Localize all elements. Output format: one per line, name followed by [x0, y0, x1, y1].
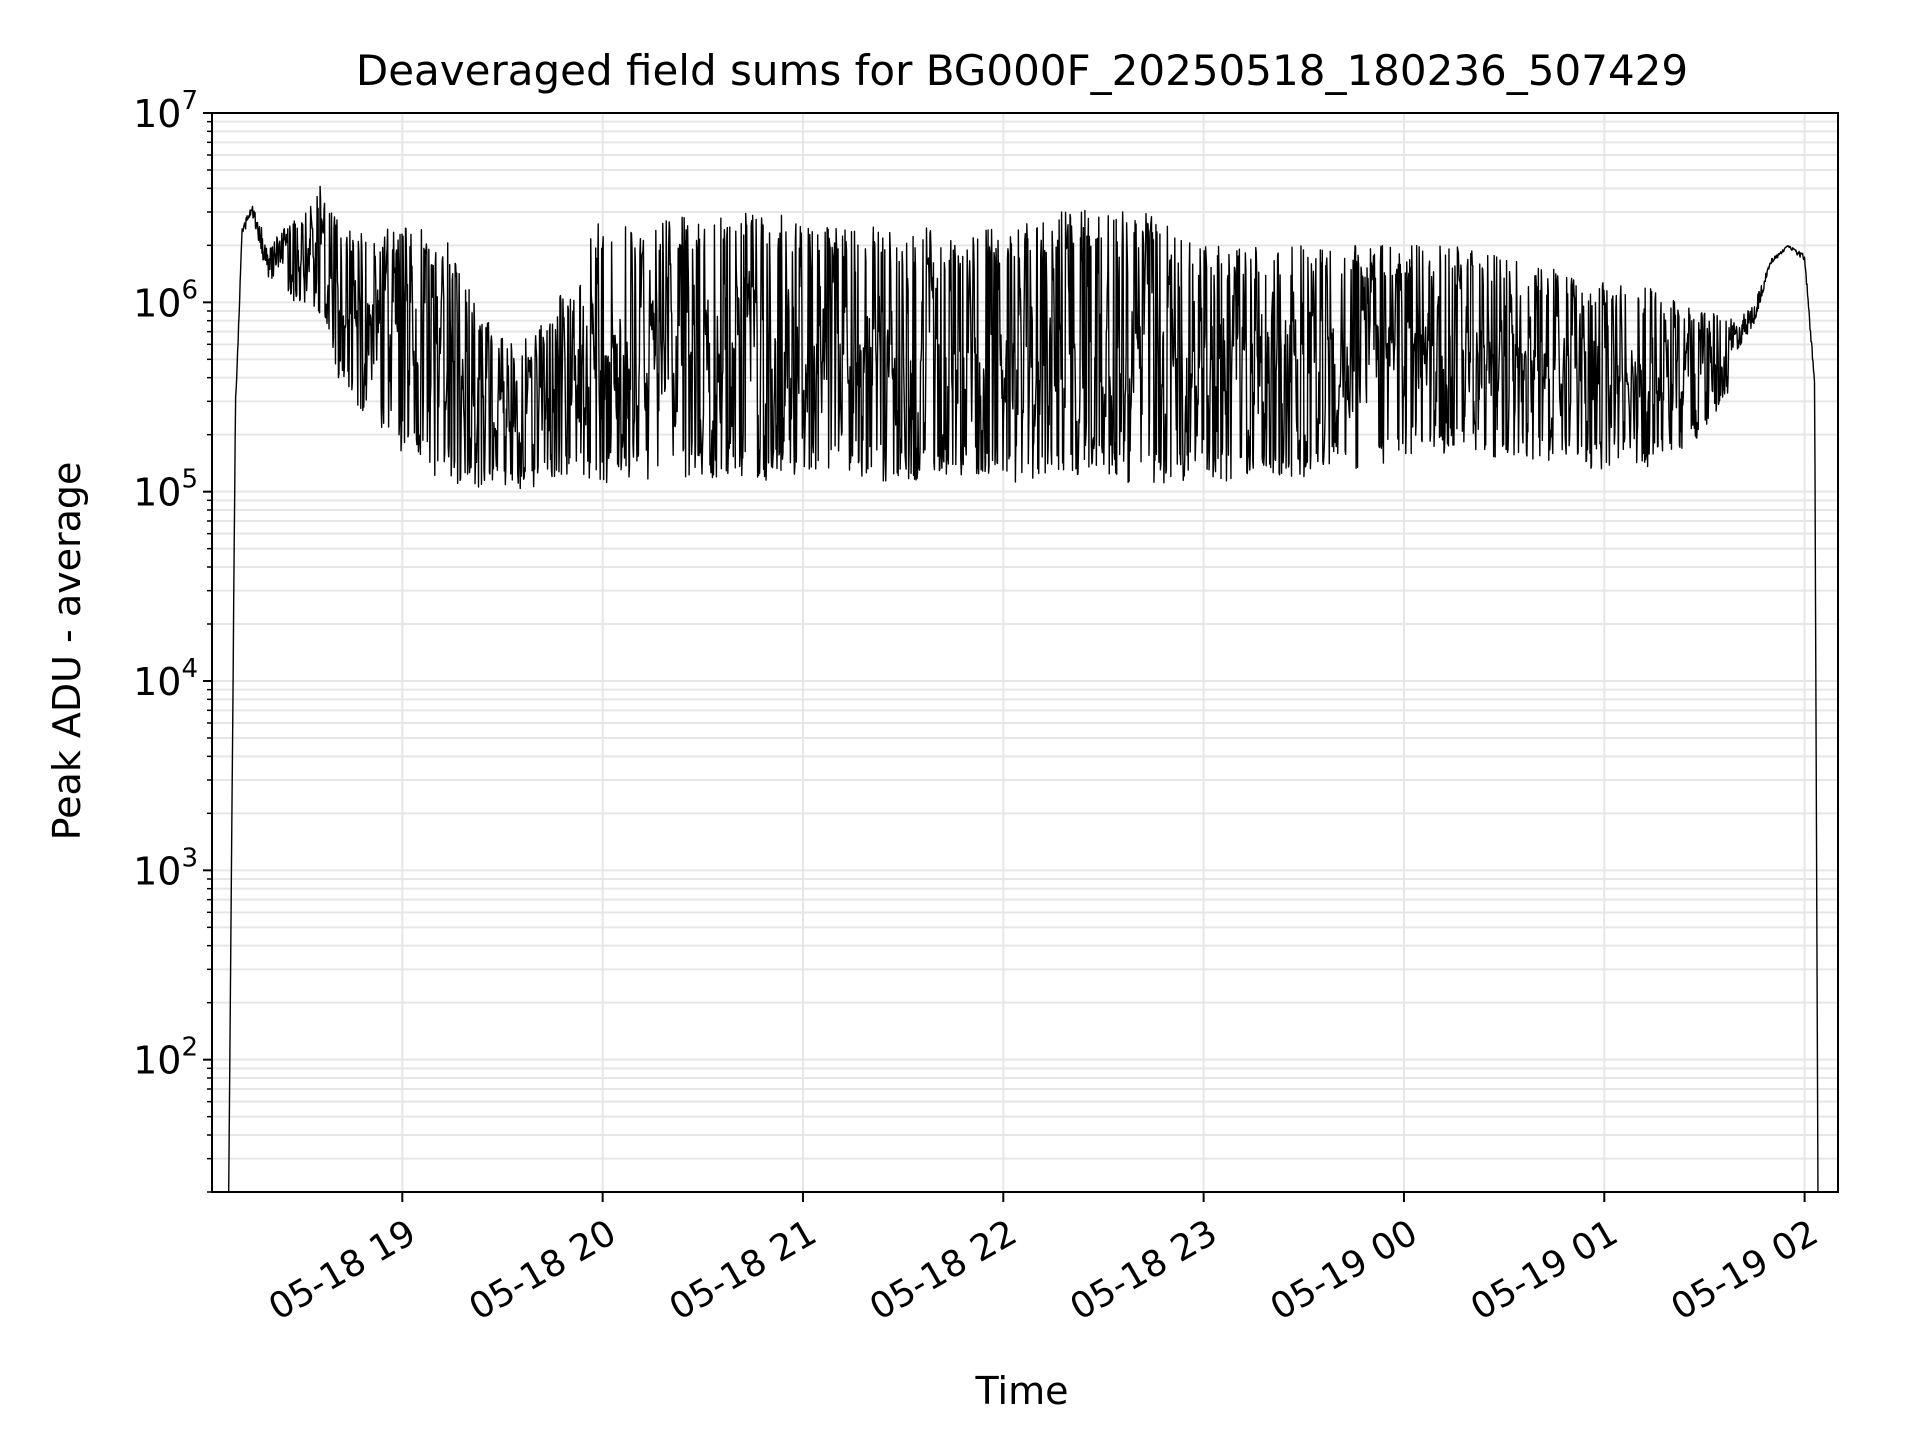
series-line	[227, 185, 1819, 1193]
y-tick-label: 104	[133, 654, 198, 704]
y-axis-label: Peak ADU - average	[45, 462, 89, 841]
y-tick-label: 102	[133, 1033, 198, 1083]
x-axis-label: Time	[975, 1369, 1069, 1413]
plot-frame	[211, 112, 1839, 1193]
data-layer	[227, 185, 1819, 1193]
chart-title: Deaveraged field sums for BG000F_2025051…	[356, 46, 1688, 95]
